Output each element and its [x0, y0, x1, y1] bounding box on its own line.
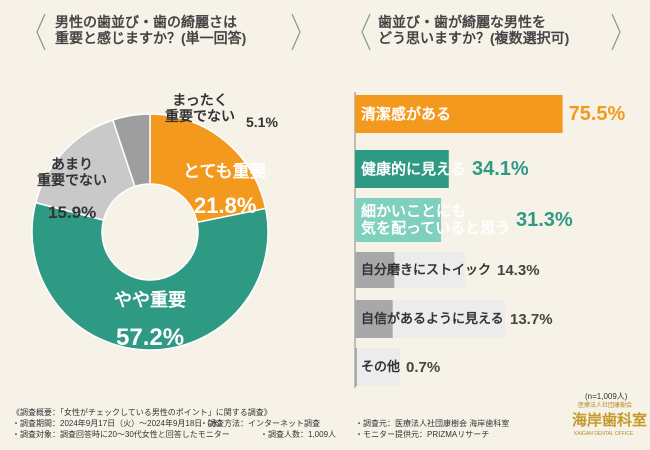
bracket — [291, 13, 301, 51]
bracket — [611, 13, 621, 51]
bar — [355, 300, 393, 338]
bar — [355, 95, 563, 133]
bar — [355, 348, 357, 386]
logo-name: 海岸歯科室 — [572, 412, 648, 429]
bar-value: 75.5% — [568, 102, 626, 125]
logo-sub: 医療法人社団康樹会 — [578, 403, 633, 409]
donut-segment — [149, 113, 267, 224]
footer-text: ・モニター提供元：PRIZMAリサーチ — [355, 430, 490, 439]
footer-text: ・調査対象：調査回答時に20〜30代女性と回答したモニター — [12, 430, 230, 439]
label-backdrop — [355, 348, 400, 386]
segment-value: 15.9% — [48, 203, 97, 222]
bracket — [361, 13, 371, 51]
bar-value: 31.3% — [516, 208, 573, 231]
bar-value: 34.1% — [472, 157, 529, 180]
bar — [355, 150, 449, 188]
segment-label: あまり 重要でない — [37, 156, 107, 189]
footer-text: ・調査期間：2024年9月17日（火）〜2024年9月18日（水） — [12, 419, 227, 428]
segment-label: まったく 重要でない — [165, 92, 235, 125]
bar-value: 13.7% — [510, 310, 553, 328]
bracket — [36, 13, 46, 51]
bar — [355, 252, 395, 288]
bar-label: 清潔感がある — [361, 105, 452, 123]
donut-segment — [34, 119, 136, 221]
footer-text: ・調査方法：インターネット調査 — [200, 419, 320, 428]
sample-note: (n=1,009人) — [585, 392, 628, 401]
bar-label: その他 — [361, 358, 401, 374]
bar-label: 細かいことにも 気を配っていると思う — [361, 202, 511, 237]
bar-label: 自信があるように見える — [361, 310, 504, 326]
segment-value: 57.2% — [116, 324, 185, 351]
segment-value: 5.1% — [246, 114, 278, 130]
segment-label: とても重要 — [183, 162, 267, 181]
chart-title: 男性の歯並び・歯の綺麗さは 重要と感じますか？(単一回答) — [55, 14, 247, 47]
segment-label: やや重要 — [114, 289, 186, 310]
segment-value: 21.8% — [194, 192, 257, 218]
bar-label: 健康的に見える — [361, 160, 466, 178]
bar-value: 14.3% — [497, 261, 540, 279]
donut-segment — [31, 201, 269, 351]
footer-text: 《調査概要：「女性がチェックしている男性のポイント」に関する調査》 — [12, 408, 272, 417]
logo-en: KAIGAN DENTAL OFFICE — [574, 431, 634, 437]
footer-text: ・調査元：医療法人社団康樹会 海岸歯科室 — [355, 419, 510, 428]
chart-title: 歯並び・歯が綺麗な男性を どう思いますか？(複数選択可) — [378, 14, 570, 47]
bar-label: 自分磨きにストイック — [361, 261, 492, 277]
bar-value: 0.7% — [406, 358, 441, 376]
bar — [355, 198, 442, 242]
donut-segment — [111, 113, 151, 188]
footer-text: ・調査人数：1,009人 — [260, 430, 337, 439]
